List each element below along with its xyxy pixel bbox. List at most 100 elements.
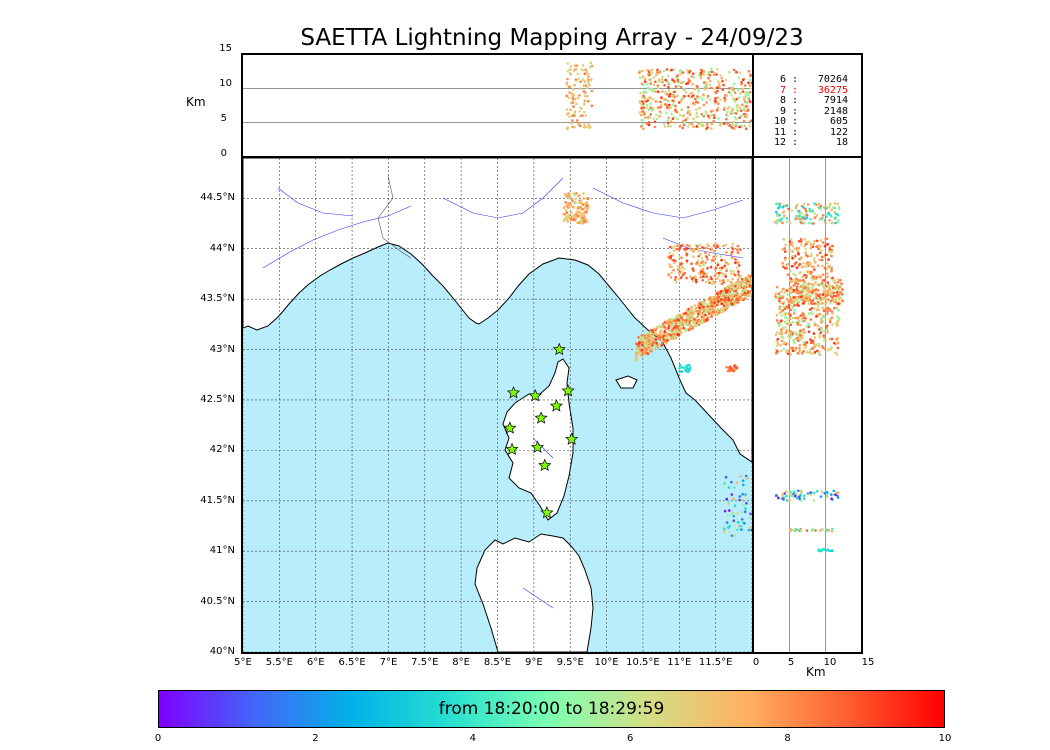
lightning-source [565, 108, 569, 111]
star-icon [506, 385, 521, 399]
lightning-source [830, 346, 833, 349]
lightning-source [695, 111, 698, 115]
lightning-source [725, 365, 728, 369]
lightning-source [749, 512, 752, 516]
lightning-source [819, 283, 823, 286]
star-icon [528, 388, 542, 402]
lightning-source [701, 279, 704, 282]
lightning-source [805, 241, 809, 244]
lightning-source [810, 302, 813, 305]
lightning-source [789, 353, 792, 356]
lightning-source [725, 301, 728, 304]
lightning-source [814, 344, 817, 348]
lightning-source [703, 311, 706, 314]
lightning-source [586, 208, 589, 212]
lightning-source [813, 239, 816, 243]
lightning-source [714, 97, 717, 100]
lightning-source [566, 70, 570, 73]
rivers-and-borders [262, 175, 744, 609]
river [662, 237, 744, 259]
lightning-source [733, 273, 737, 277]
lightning-source [830, 497, 833, 501]
lightning-source [799, 314, 803, 317]
lightning-source [706, 86, 709, 90]
lightning-source [705, 83, 708, 87]
lightning-source [586, 206, 590, 209]
lightning-source [830, 316, 833, 320]
lightning-source [690, 317, 693, 320]
lightning-source [804, 209, 808, 213]
lightning-source [836, 221, 840, 224]
lightning-source [803, 214, 806, 217]
lightning-source [833, 216, 837, 220]
lightning-source [575, 210, 579, 213]
lightning-source [736, 520, 740, 524]
lightning-source [790, 490, 793, 494]
lat-tick: 43°N [209, 343, 235, 355]
lightning-source [585, 94, 589, 98]
lightning-source [809, 244, 813, 247]
lightning-source [698, 321, 702, 325]
lightning-source [712, 306, 715, 310]
lightning-source [726, 514, 730, 517]
lightning-source [792, 312, 796, 315]
legend-row: 6:70264 [764, 74, 848, 86]
legend-level: 9 [779, 105, 786, 117]
lightning-source [686, 116, 689, 120]
lightning-source [791, 304, 794, 308]
lightning-source [723, 526, 726, 530]
lightning-source [666, 121, 670, 125]
lightning-source [733, 91, 737, 94]
lightning-source [731, 513, 734, 516]
lightning-source [580, 213, 583, 217]
lightning-source [672, 331, 675, 334]
lightning-source [808, 308, 812, 311]
lightning-source [817, 324, 820, 328]
lightning-source [568, 91, 571, 94]
lightning-source [798, 210, 801, 213]
lon-tick: 5°E [234, 657, 252, 668]
lightning-source [573, 125, 576, 129]
lightning-source [719, 74, 722, 77]
lightning-source [584, 114, 588, 117]
station-markers [503, 342, 579, 519]
lightning-source [833, 278, 836, 282]
lightning-source [798, 346, 801, 350]
lightning-source [669, 106, 673, 109]
lightning-source [706, 94, 710, 98]
lightning-source [724, 275, 727, 278]
lightning-source [780, 217, 783, 220]
lon-tick: 9°E [525, 657, 543, 668]
lightning-source [583, 214, 586, 218]
lightning-source [655, 117, 659, 121]
lightning-source [650, 108, 653, 111]
lightning-source [583, 202, 587, 205]
lightning-source [808, 348, 812, 352]
lightning-source [710, 302, 714, 305]
lightning-source [826, 258, 830, 262]
lightning-source [801, 334, 804, 337]
lightning-source [638, 111, 642, 114]
lightning-source [661, 90, 664, 93]
lightning-source [702, 93, 705, 96]
lightning-source [791, 306, 794, 310]
lightning-source [662, 122, 666, 126]
lightning-source [795, 277, 798, 281]
lightning-source [716, 89, 719, 93]
lightning-source [585, 70, 588, 74]
lightning-source [652, 83, 656, 87]
lightning-source [692, 125, 695, 129]
lightning-source [807, 312, 811, 315]
lightning-source [785, 216, 789, 220]
river [522, 587, 554, 609]
lightning-source [570, 214, 574, 218]
lightning-source [688, 122, 691, 126]
lightning-source [778, 299, 781, 303]
lightning-source [682, 312, 685, 316]
lightning-source [805, 284, 808, 287]
lightning-source [582, 219, 586, 222]
lightning-source [705, 275, 708, 278]
lightning-source [575, 79, 578, 83]
lightning-source [733, 100, 737, 103]
legend-count: 18 [835, 137, 848, 148]
